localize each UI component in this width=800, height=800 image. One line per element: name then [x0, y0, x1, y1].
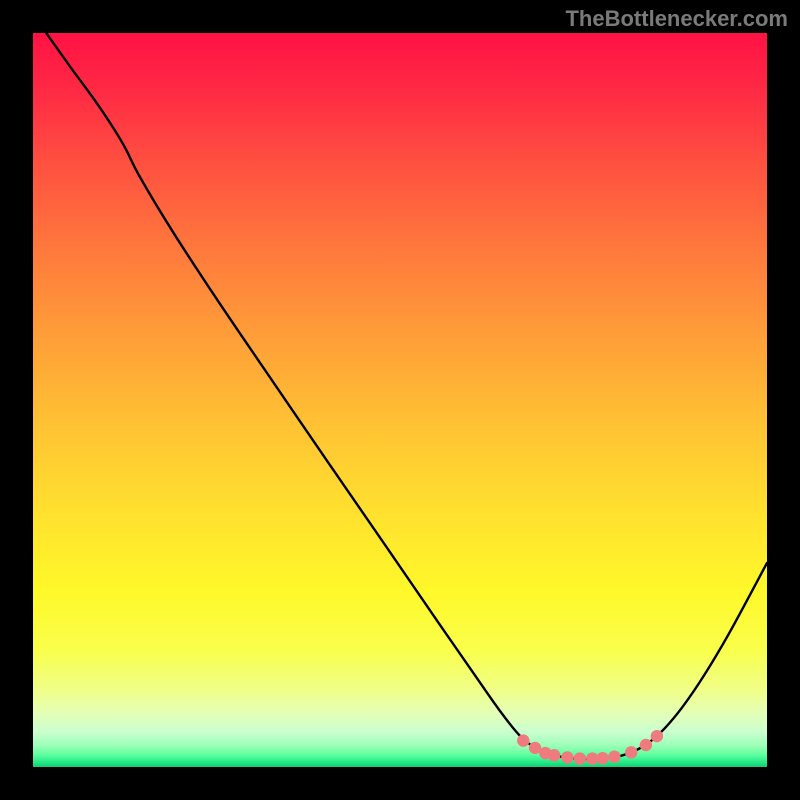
optimal-marker: [640, 739, 652, 751]
plot-svg: [33, 33, 767, 767]
optimal-marker: [574, 752, 586, 764]
optimal-marker: [548, 749, 560, 761]
optimal-marker: [596, 752, 608, 764]
attribution-text: TheBottlenecker.com: [565, 6, 788, 32]
optimal-marker: [608, 751, 620, 763]
optimal-marker: [517, 734, 529, 746]
gradient-background: [33, 33, 767, 767]
optimal-marker: [651, 730, 663, 742]
optimal-marker: [561, 751, 573, 763]
chart-stage: TheBottlenecker.com: [0, 0, 800, 800]
plot-area: [33, 33, 767, 767]
optimal-marker: [625, 746, 637, 758]
